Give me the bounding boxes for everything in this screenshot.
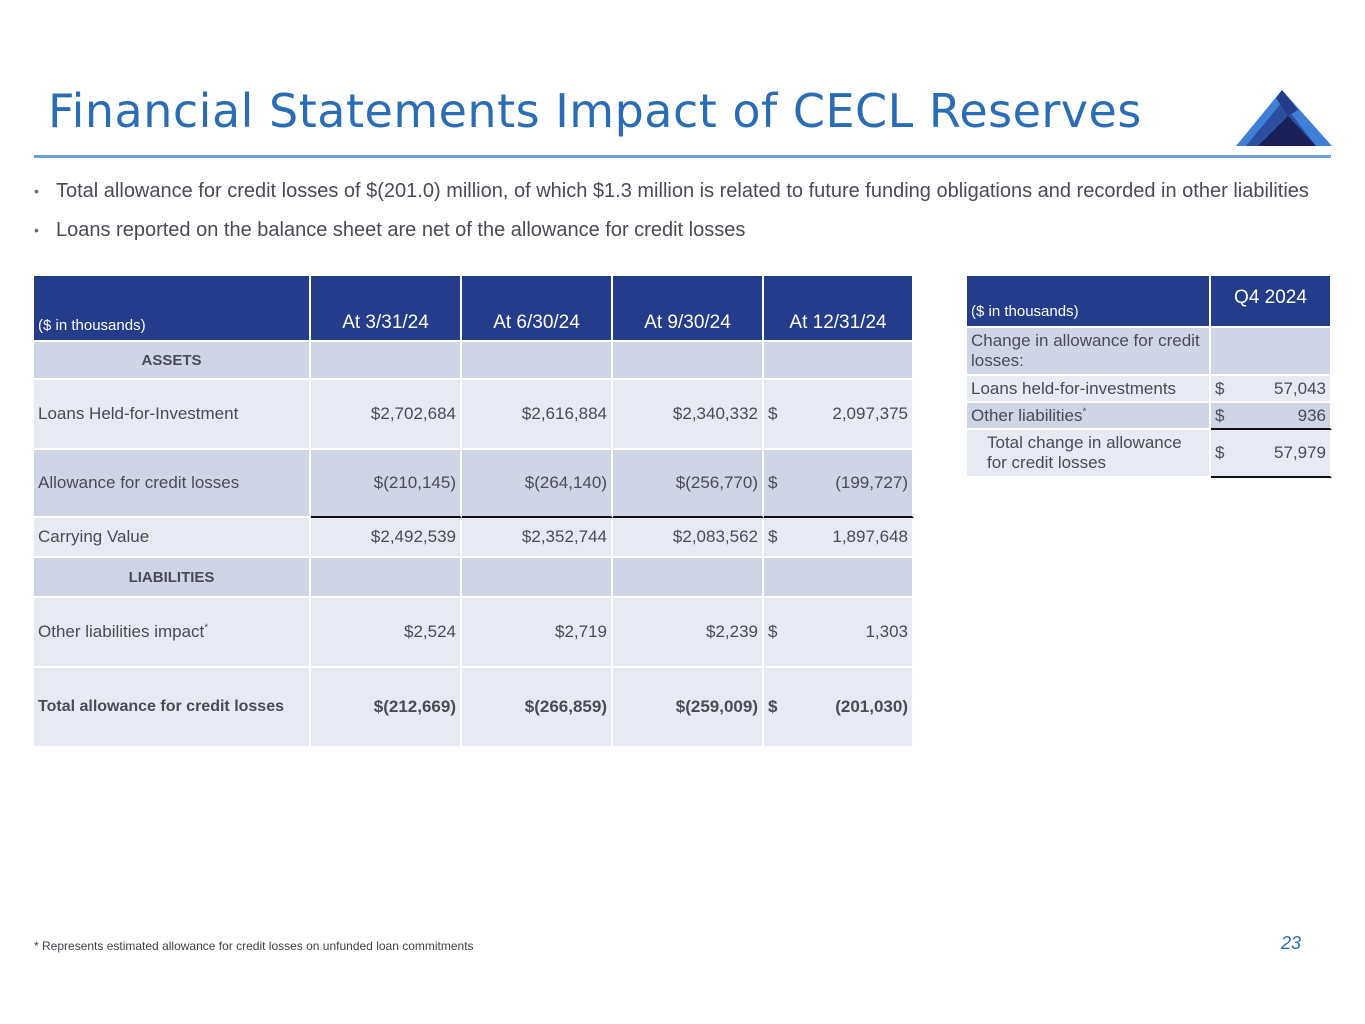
table-header-row: ($ in thousands) Q4 2024 (967, 276, 1332, 328)
footnote-marker: * (204, 622, 209, 634)
column-header: At 12/31/24 (764, 276, 914, 342)
section-row-liabilities: LIABILITIES (34, 558, 914, 598)
column-header: At 9/30/24 (613, 276, 764, 342)
cell-value: $57,979 (1211, 430, 1332, 478)
bullet-text: Loans reported on the balance sheet are … (56, 219, 746, 241)
table-row: Loans held-for-investments $57,043 (967, 376, 1332, 403)
page-number: 23 (1281, 933, 1302, 953)
cell-value: $(210,145) (311, 450, 462, 518)
cell-value: $2,719 (462, 598, 613, 668)
section-label: LIABILITIES (34, 558, 311, 598)
column-header: ($ in thousands) (967, 276, 1211, 328)
table-header-row: ($ in thousands) At 3/31/24 At 6/30/24 A… (34, 276, 914, 342)
row-label: Other liabilities* (967, 403, 1211, 430)
cell-value: $2,524 (311, 598, 462, 668)
amount: 936 (1297, 405, 1326, 425)
table-row: Allowance for credit losses $(210,145) $… (34, 450, 914, 518)
column-header: At 6/30/24 (462, 276, 613, 342)
bullet-list: • Total allowance for credit losses of $… (32, 178, 1332, 256)
column-header: At 3/31/24 (311, 276, 462, 342)
title-divider (34, 155, 1331, 158)
section-row-assets: ASSETS (34, 342, 914, 380)
currency-symbol: $ (768, 473, 778, 492)
allowance-table: ($ in thousands) At 3/31/24 At 6/30/24 A… (34, 276, 914, 748)
currency-symbol: $ (1215, 378, 1225, 398)
row-label: Change in allowance for credit losses: (967, 328, 1211, 376)
currency-symbol: $ (1215, 443, 1225, 462)
row-label-text: Other liabilities impact (38, 622, 205, 641)
amount: 57,979 (1274, 443, 1326, 462)
cell-value: $2,097,375 (764, 380, 914, 450)
table-row: Loans Held-for-Investment $2,702,684 $2,… (34, 380, 914, 450)
cell-value: $2,239 (613, 598, 764, 668)
change-in-allowance-table: ($ in thousands) Q4 2024 Change in allow… (967, 276, 1332, 478)
footnote-marker: * (1082, 405, 1087, 417)
row-label: Total allowance for credit losses (34, 668, 311, 748)
row-label-text: Other liabilities (971, 405, 1083, 425)
cell-value: $1,897,648 (764, 518, 914, 558)
row-label: Total change in allowance for credit los… (967, 430, 1211, 478)
cell-value: $(266,859) (462, 668, 613, 748)
cell-value: $2,702,684 (311, 380, 462, 450)
cell-value: $936 (1211, 403, 1332, 430)
amount: 2,097,375 (832, 404, 908, 423)
currency-symbol: $ (768, 622, 778, 641)
table-row: Change in allowance for credit losses: (967, 328, 1332, 376)
bullet-dot-icon: • (34, 183, 39, 199)
row-label: Carrying Value (34, 518, 311, 558)
currency-symbol: $ (768, 404, 778, 423)
cell-value: $(212,669) (311, 668, 462, 748)
cell-value: $2,083,562 (613, 518, 764, 558)
footnote: * Represents estimated allowance for cre… (34, 939, 474, 953)
cell-value: $2,616,884 (462, 380, 613, 450)
row-label: Other liabilities impact* (34, 598, 311, 668)
mountain-logo-icon (1236, 90, 1332, 146)
row-label: Loans Held-for-Investment (34, 380, 311, 450)
cell-value: $ (199,727) (764, 450, 914, 518)
cell-value: $2,492,539 (311, 518, 462, 558)
section-label: ASSETS (34, 342, 311, 380)
table-row-total: Total allowance for credit losses $(212,… (34, 668, 914, 748)
column-header: ($ in thousands) (34, 276, 311, 342)
cell-value: $ (201,030) (764, 668, 914, 748)
amount: 57,043 (1274, 378, 1326, 398)
column-header: Q4 2024 (1211, 276, 1332, 328)
amount: 1,303 (865, 622, 908, 641)
currency-symbol: $ (768, 697, 778, 716)
table-row: Other liabilities* $936 (967, 403, 1332, 430)
bullet-item: • Loans reported on the balance sheet ar… (32, 217, 1332, 244)
cell-value: $1,303 (764, 598, 914, 668)
cell-value: $(256,770) (613, 450, 764, 518)
currency-symbol: $ (768, 527, 778, 546)
amount: (199,727) (835, 473, 908, 492)
cell-value: $(264,140) (462, 450, 613, 518)
table-row-total: Total change in allowance for credit los… (967, 430, 1332, 478)
table-row: Other liabilities impact* $2,524 $2,719 … (34, 598, 914, 668)
currency-symbol: $ (1215, 405, 1225, 425)
cell-value: $2,352,744 (462, 518, 613, 558)
amount: (201,030) (835, 697, 908, 716)
cell-value: $2,340,332 (613, 380, 764, 450)
bullet-dot-icon: • (34, 222, 39, 238)
amount: 1,897,648 (832, 527, 908, 546)
table-row: Carrying Value $2,492,539 $2,352,744 $2,… (34, 518, 914, 558)
bullet-text: Total allowance for credit losses of $(2… (56, 180, 1309, 202)
cell-value: $57,043 (1211, 376, 1332, 403)
bullet-item: • Total allowance for credit losses of $… (32, 178, 1332, 205)
row-label: Loans held-for-investments (967, 376, 1211, 403)
cell-value: $(259,009) (613, 668, 764, 748)
page-title: Financial Statements Impact of CECL Rese… (48, 84, 1142, 138)
row-label: Allowance for credit losses (34, 450, 311, 518)
